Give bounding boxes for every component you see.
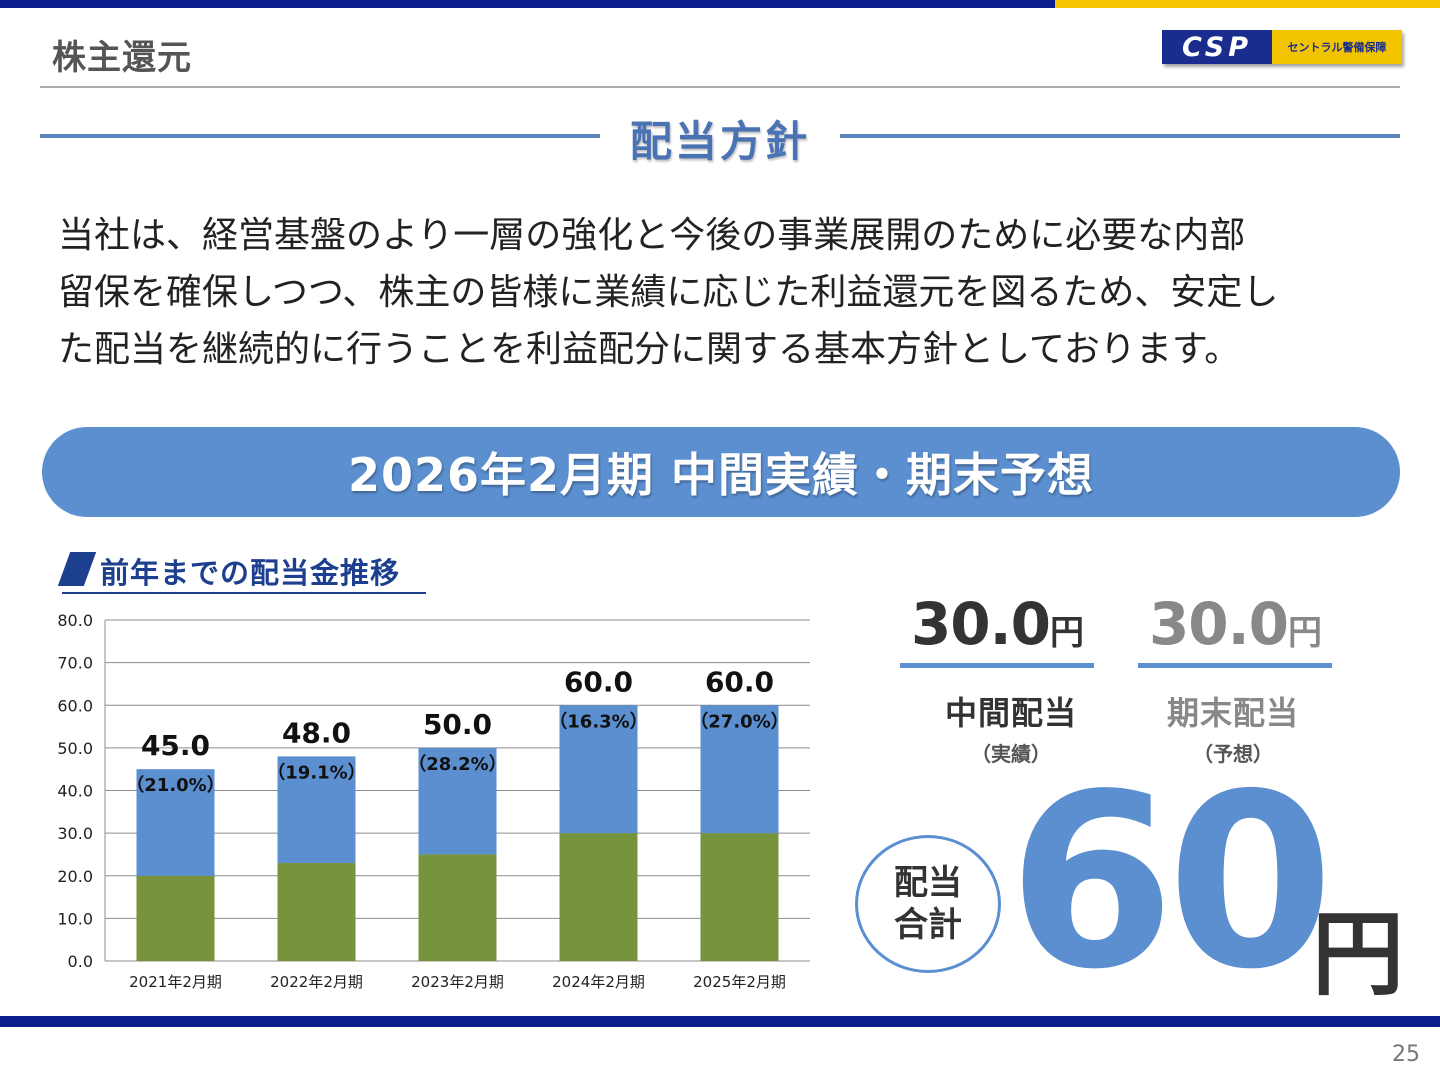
y-tick-label: 20.0: [57, 867, 93, 886]
bar-segment-lower: [559, 833, 638, 961]
policy-title-rule-left: [40, 134, 600, 138]
policy-text: 当社は、経営基盤のより一層の強化と今後の事業展開のために必要な内部 留保を確保し…: [58, 207, 1398, 378]
period-banner: 2026年2月期 中間実績・期末予想: [42, 427, 1400, 517]
bar-segment-lower: [700, 833, 779, 961]
y-tick-label: 40.0: [57, 782, 93, 801]
total-label-line1: 配当: [894, 863, 962, 903]
bar-total-label: 45.0: [141, 729, 210, 762]
y-tick-label: 70.0: [57, 654, 93, 673]
y-tick-label: 10.0: [57, 909, 93, 928]
payout-ratio-label: （27.0%）: [690, 711, 788, 732]
bottom-bar: [0, 1016, 1440, 1027]
interim-amount-value: 30.0: [910, 590, 1051, 658]
bar-segment-upper: [136, 769, 215, 876]
y-tick-label: 30.0: [57, 824, 93, 843]
year-end-amount-unit: 円: [1288, 613, 1322, 653]
payout-ratio-label: （21.0%）: [126, 775, 224, 796]
payout-ratio-label: （28.2%）: [408, 754, 506, 775]
interim-dividend-sub: （実績）: [971, 742, 1051, 766]
bar-total-label: 50.0: [423, 708, 492, 741]
x-tick-label: 2021年2月期: [129, 973, 222, 991]
bar-total-label: 48.0: [282, 716, 351, 749]
interim-amount-unit: 円: [1050, 613, 1084, 653]
chart-heading-marker: [57, 552, 97, 586]
policy-text-line: 当社は、経営基盤のより一層の強化と今後の事業展開のために必要な内部: [58, 215, 1246, 256]
logo-mark: CSP: [1162, 30, 1272, 64]
top-bar-gold: [1055, 0, 1440, 8]
policy-text-line: た配当を継続的に行うことを利益配分に関する基本方針としております。: [58, 329, 1241, 370]
total-dividend-amount: 60: [1008, 742, 1334, 1022]
total-dividend-unit: 円: [1312, 901, 1405, 1008]
bar-segment-upper: [277, 756, 356, 863]
policy-title: 配当方針: [629, 117, 810, 166]
bar-total-label: 60.0: [705, 665, 774, 698]
bar-total-label: 60.0: [564, 665, 633, 698]
policy-text-line: 留保を確保しつつ、株主の皆様に業績に応じた利益還元を図るため、安定し: [58, 272, 1279, 313]
y-tick-label: 0.0: [68, 952, 93, 971]
interim-dividend-amount: 30.0円: [900, 590, 1094, 658]
total-label-line2: 合計: [894, 905, 962, 945]
x-tick-label: 2023年2月期: [411, 973, 504, 991]
period-banner-title: 2026年2月期 中間実績・期末予想: [347, 448, 1095, 502]
year-end-dividend-label: 期末配当: [1166, 694, 1299, 732]
total-dividend-badge: 配当 合計: [855, 835, 1001, 973]
header-divider: [40, 86, 1400, 88]
year-end-dividend-sub: （予想）: [1193, 742, 1273, 766]
y-tick-label: 60.0: [57, 696, 93, 715]
bar-segment-lower: [277, 862, 356, 961]
bar-segment-upper: [559, 705, 638, 834]
bar-segment-lower: [136, 875, 215, 961]
y-tick-label: 50.0: [57, 739, 93, 758]
interim-dividend-label: 中間配当: [944, 694, 1077, 732]
policy-title-rule-right: [840, 134, 1400, 138]
y-tick-label: 80.0: [57, 611, 93, 630]
logo-company-name: セントラル警備保障: [1272, 30, 1402, 64]
x-tick-label: 2025年2月期: [693, 973, 786, 991]
section-title: 株主還元: [52, 38, 192, 78]
page-number: 25: [1392, 1042, 1420, 1067]
dividend-history-chart: 0.0 10.0 20.0 30.0 40.0 50.0 60.0 70.0 80.0 45.0 （…: [57, 611, 810, 991]
payout-ratio-label: （16.3%）: [549, 711, 647, 732]
x-tick-label: 2022年2月期: [270, 973, 363, 991]
top-bar-navy: [0, 0, 1055, 8]
chart-heading-text: 前年までの配当金推移: [100, 556, 401, 590]
year-end-amount-value: 30.0: [1148, 590, 1289, 658]
x-tick-label: 2024年2月期: [552, 973, 645, 991]
chart-heading: 前年までの配当金推移: [57, 548, 426, 594]
bar-segment-upper: [700, 705, 779, 834]
year-end-dividend-rule: [1138, 663, 1332, 668]
interim-dividend-rule: [900, 663, 1094, 668]
company-logo: CSP セントラル警備保障: [1162, 30, 1402, 64]
year-end-dividend-amount: 30.0円: [1138, 590, 1332, 658]
bar-segment-upper: [418, 747, 497, 855]
bar-segment-lower: [418, 854, 497, 961]
payout-ratio-label: （19.1%）: [267, 762, 365, 783]
